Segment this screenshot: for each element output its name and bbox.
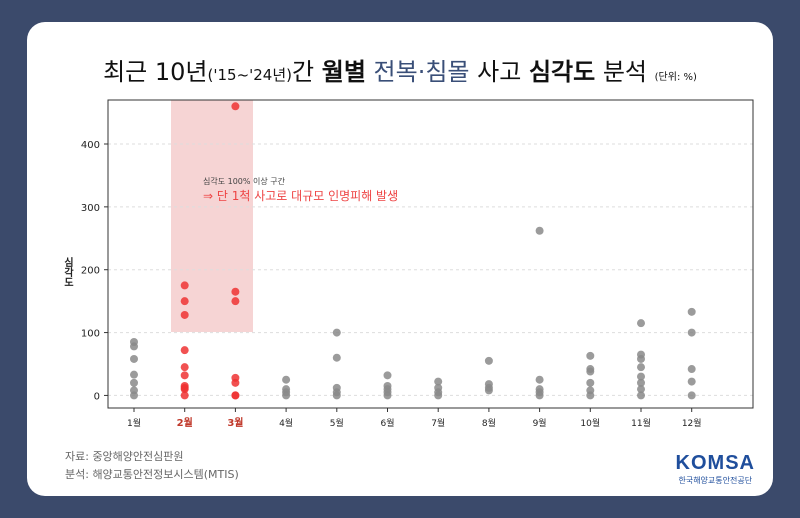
data-point [637, 354, 645, 363]
data-point [637, 363, 645, 372]
annotation-line2: ⇒ 단 1척 사고로 대규모 인명피해 발생 [203, 189, 398, 203]
x-tick-label: 1월 [127, 417, 141, 429]
data-point [637, 378, 645, 387]
data-point [332, 391, 341, 400]
annotation-line1: 심각도 100% 이상 구간 [203, 176, 286, 186]
title-period: ('15~'24년) [207, 66, 293, 84]
data-point [586, 391, 595, 400]
data-point [130, 370, 138, 379]
y-tick-label: 400 [81, 140, 100, 151]
data-point [637, 391, 645, 400]
y-tick-label: 0 [94, 391, 100, 402]
page-title: 최근 10년('15~'24년)간 월별 전복·침몰 사고 심각도 분석 (단위… [27, 52, 773, 87]
data-point [282, 391, 291, 400]
chart-card: 최근 10년('15~'24년)간 월별 전복·침몰 사고 심각도 분석 (단위… [27, 22, 773, 496]
data-points [130, 102, 696, 400]
data-point [434, 391, 443, 400]
data-point [231, 378, 240, 387]
data-point [231, 297, 240, 306]
data-point [434, 377, 443, 386]
data-point [535, 391, 544, 400]
data-point [231, 102, 240, 111]
x-tick-label: 12월 [682, 417, 702, 429]
title-unit: (단위: %) [654, 72, 697, 83]
data-point [130, 378, 138, 387]
data-point [687, 377, 696, 386]
title-severity: 심각도 [528, 58, 596, 86]
data-point [484, 356, 493, 365]
data-point [180, 297, 189, 306]
y-tick-label: 300 [81, 203, 100, 214]
x-tick-label: 5월 [330, 417, 344, 429]
y-tick-label: 200 [81, 266, 100, 277]
title-part3: 간 [292, 58, 315, 86]
title-accident-type: 전복·침몰 [373, 58, 470, 86]
title-accident: 사고 [477, 58, 522, 86]
data-point [687, 328, 696, 337]
data-point [687, 307, 696, 316]
data-point [383, 391, 392, 400]
data-point [180, 391, 189, 400]
x-tick-label: 9월 [533, 417, 547, 429]
data-point [180, 310, 189, 319]
data-point [180, 281, 189, 290]
data-point [332, 328, 341, 337]
data-point [535, 226, 544, 235]
scatter-chart: 0 100 200 300 400 1월 2월 3월 4월 5월 6월 7월 8월 9월 10월 11월 12… [62, 99, 754, 429]
data-point [180, 371, 189, 380]
x-ticks: 1월 2월 3월 4월 5월 6월 7월 8월 9월 10월 11월 12월 [127, 408, 702, 429]
data-point [484, 386, 493, 395]
data-point [586, 378, 595, 387]
title-monthly: 월별 [321, 58, 366, 86]
x-tick-label: 11월 [631, 417, 651, 429]
x-tick-label: 8월 [482, 417, 496, 429]
data-point [231, 287, 240, 296]
data-point [637, 319, 645, 328]
y-axis-label: 심각도 [62, 256, 74, 287]
data-point [586, 367, 595, 376]
data-point [231, 391, 240, 400]
data-point [586, 351, 595, 360]
x-tick-label: 6월 [380, 417, 394, 429]
source-data: 자료: 중앙해양안전심판원 [65, 450, 184, 463]
data-point [282, 375, 291, 384]
x-tick-label: 7월 [431, 417, 445, 429]
data-point [332, 353, 341, 362]
x-tick-label: 3월 [227, 417, 243, 429]
x-tick-label: 4월 [279, 417, 293, 429]
data-point [535, 375, 544, 384]
data-point [383, 371, 392, 380]
logo-name: KOMSA [675, 452, 755, 474]
x-tick-label: 10월 [580, 417, 600, 429]
logo-subtitle: 한국해양교통안전공단 [678, 476, 753, 485]
y-ticks: 0 100 200 300 400 [81, 140, 108, 402]
plot-frame [107, 99, 754, 409]
data-point [637, 385, 645, 394]
data-point [687, 365, 696, 374]
data-point [130, 354, 138, 363]
source-analysis: 분석: 해양교통안전정보시스템(MTIS) [65, 468, 239, 481]
data-point [130, 342, 138, 351]
x-tick-label: 2월 [177, 417, 193, 429]
title-analysis: 분석 [602, 58, 648, 86]
title-part1: 최근 10년 [103, 58, 208, 86]
data-point [687, 391, 696, 400]
data-point [180, 363, 189, 372]
highlight-band [171, 100, 253, 332]
data-point [180, 385, 189, 394]
data-point [180, 346, 189, 355]
data-point [130, 391, 138, 400]
data-point [637, 372, 645, 381]
komsa-logo: KOMSA 한국해양교통안전공단 [676, 452, 755, 486]
y-tick-label: 100 [81, 329, 100, 340]
